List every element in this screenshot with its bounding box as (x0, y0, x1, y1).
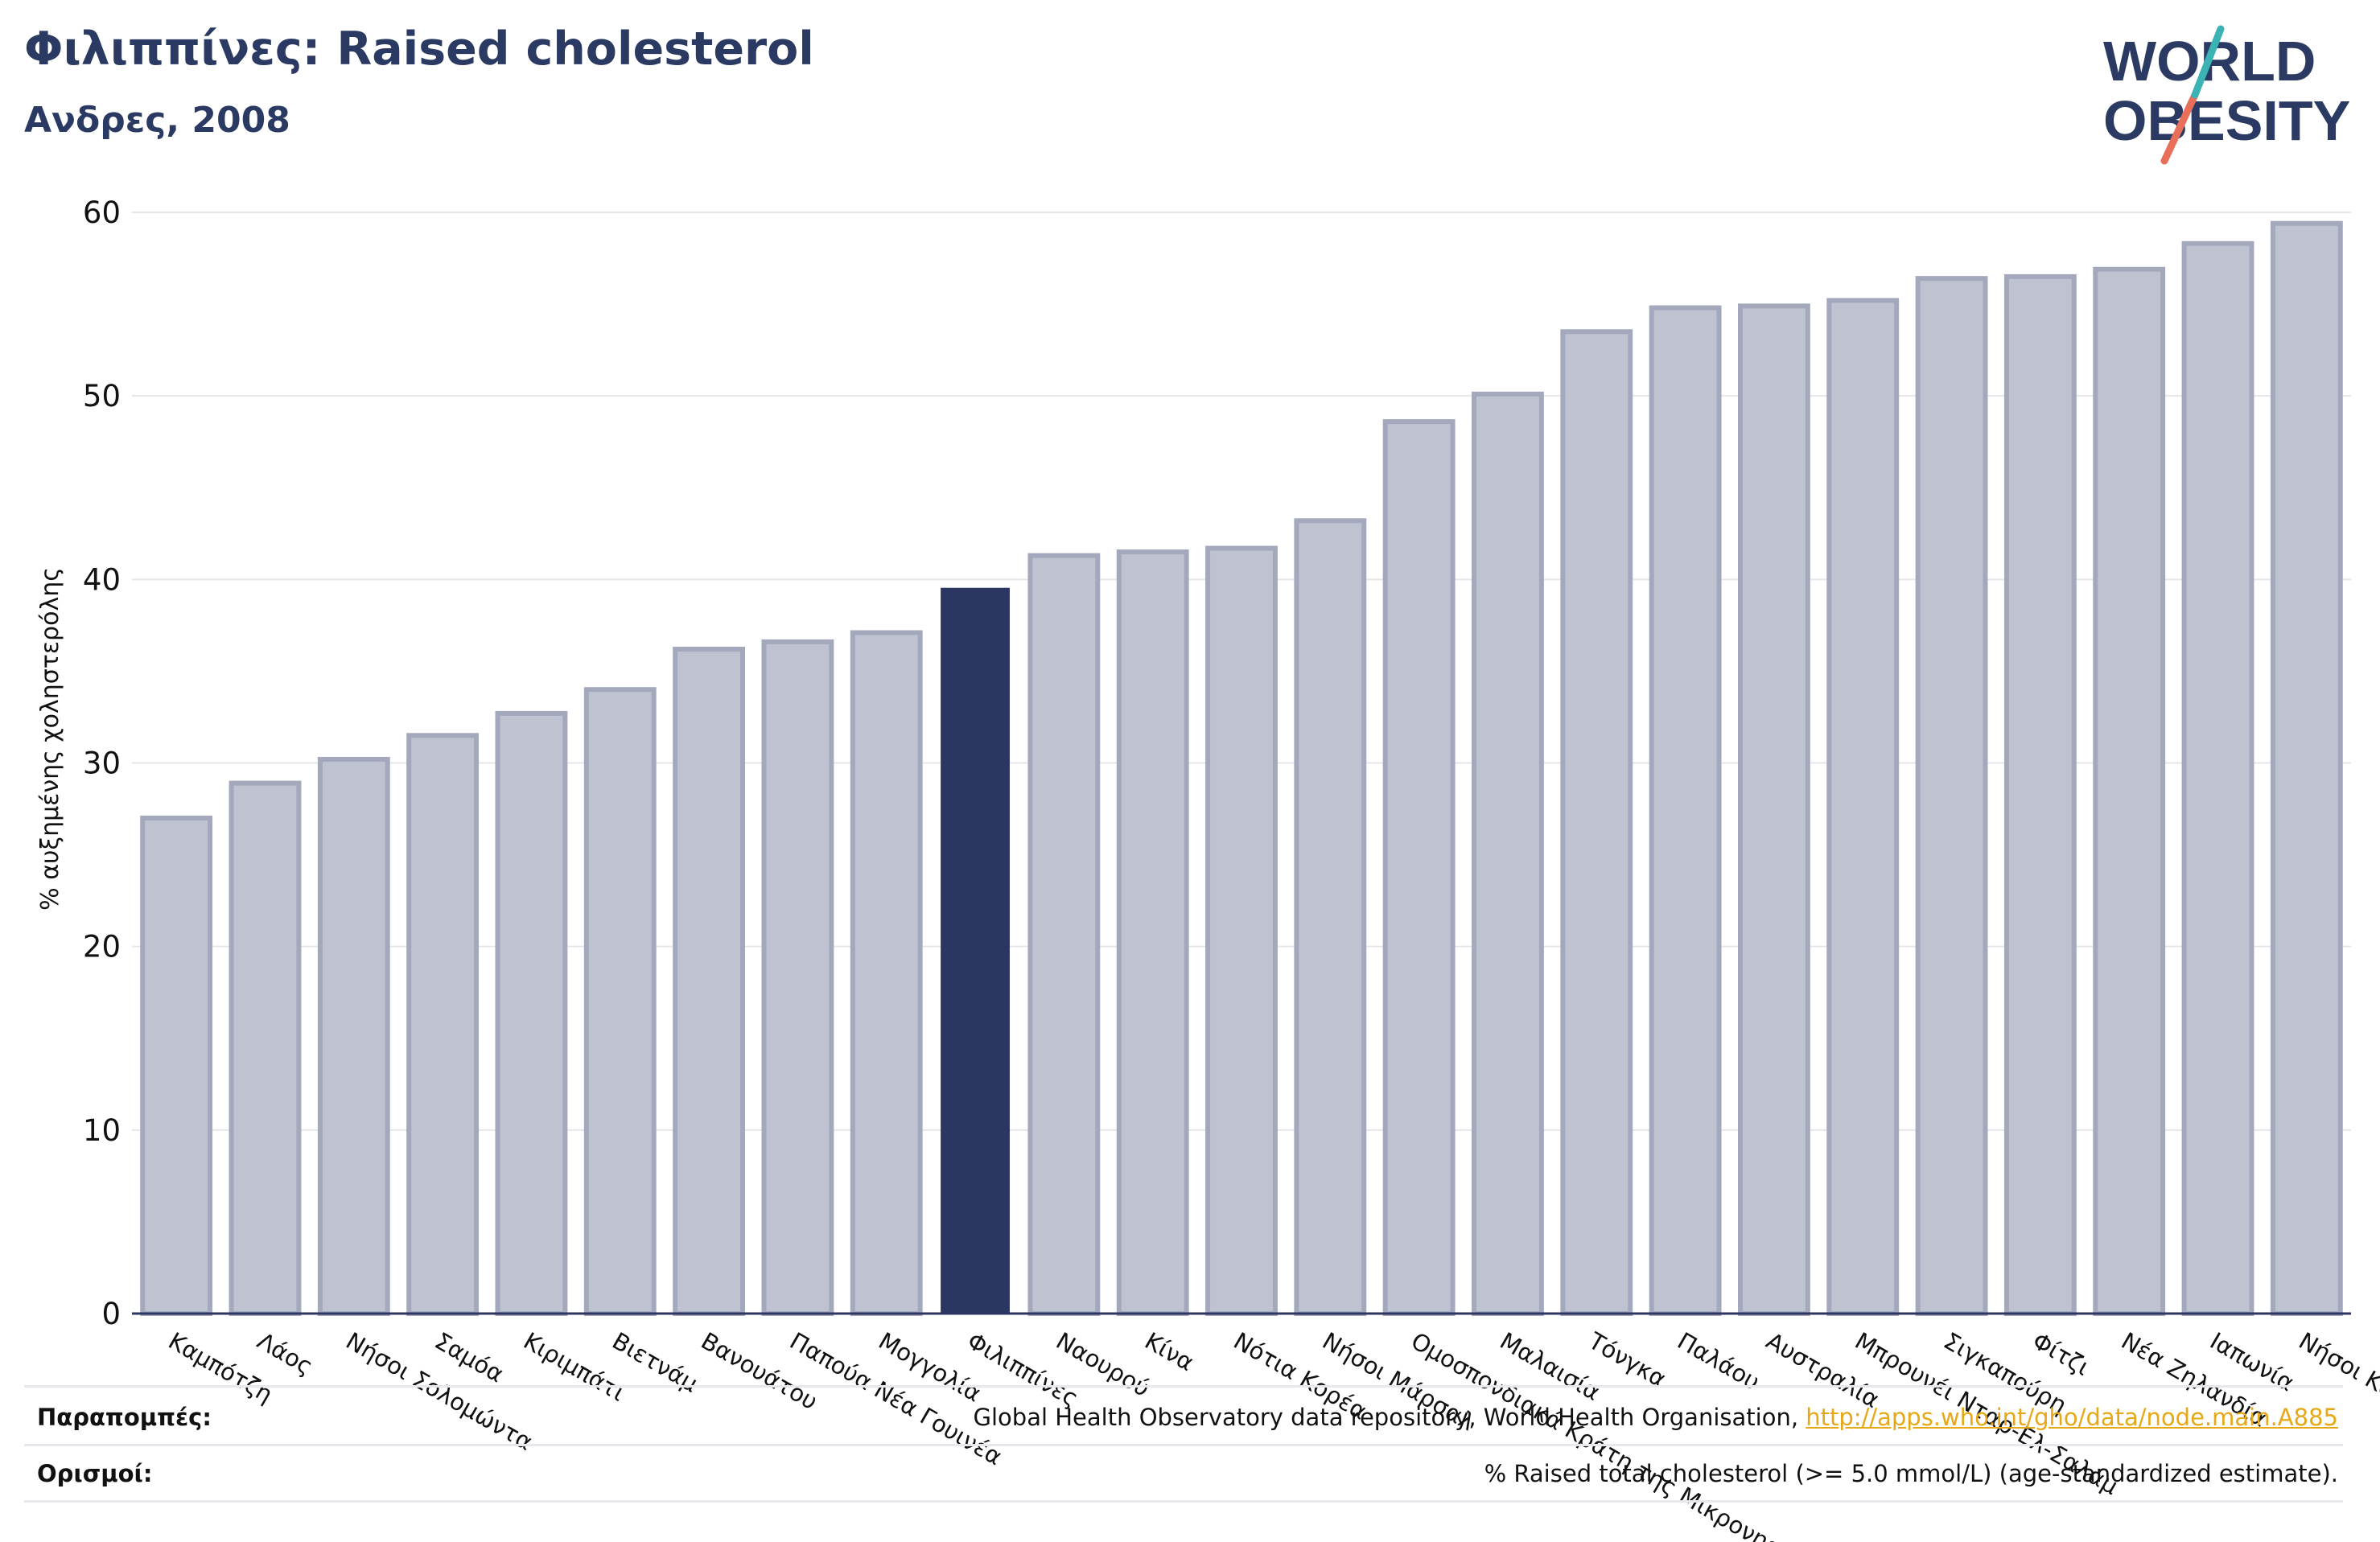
y-tick-label: 10 (83, 1113, 121, 1148)
bar (1649, 305, 1722, 1317)
bar (1116, 549, 1189, 1316)
bar (1915, 276, 1988, 1316)
bar (1382, 419, 1456, 1316)
bar (2181, 241, 2254, 1316)
bar (1737, 303, 1810, 1316)
bar (229, 780, 302, 1316)
bar (1205, 545, 1278, 1316)
bars (140, 220, 2343, 1317)
sources-label: Παραπομπές: (37, 1404, 212, 1431)
x-tick-label: Λάος (253, 1327, 318, 1380)
bar (761, 639, 834, 1316)
sources-row: Παραπομπές: Global Health Observatory da… (24, 1385, 2343, 1446)
y-axis-ticks: 0 10 20 30 40 50 60 (83, 195, 121, 1331)
world-obesity-logo: WORLD OBESITY (2103, 25, 2350, 165)
y-tick-label: 40 (83, 562, 121, 597)
svg-text:OBESITY: OBESITY (2103, 89, 2350, 152)
definitions-text: % Raised total cholesterol (>= 5.0 mmol/… (1484, 1460, 2338, 1487)
bar (1560, 329, 1633, 1316)
x-tick-label: Κίνα (1140, 1327, 1199, 1377)
x-tick-label: Φίτζι (2028, 1327, 2094, 1381)
bar (2270, 220, 2343, 1317)
y-tick-label: 0 (101, 1297, 121, 1331)
y-axis-label: % αυξημένης χοληστερόλης (36, 567, 64, 911)
bar (850, 630, 923, 1316)
bar (583, 687, 657, 1316)
bar (673, 647, 746, 1316)
sources-text: Global Health Observatory data repositor… (973, 1404, 1799, 1431)
bar (2003, 273, 2077, 1317)
chart-subtitle: Ανδρες, 2008 (24, 100, 290, 141)
bar (1826, 298, 1900, 1316)
y-tick-label: 30 (83, 746, 121, 781)
sources-link[interactable]: http://apps.who.int/gho/data/node.main.A… (1806, 1404, 2338, 1431)
definitions-label: Ορισμοί: (37, 1460, 153, 1487)
y-tick-label: 20 (83, 930, 121, 964)
definitions-row: Ορισμοί: % Raised total cholesterol (>= … (24, 1444, 2343, 1503)
bar (1472, 391, 1544, 1316)
bar-highlight (941, 587, 1010, 1314)
bar (406, 733, 480, 1316)
sources-value: Global Health Observatory data repositor… (974, 1404, 2338, 1431)
y-tick-label: 50 (83, 379, 121, 413)
chart-title: Φιλιππίνες: Raised cholesterol (24, 23, 814, 76)
bar (495, 710, 568, 1316)
bar (140, 815, 213, 1316)
bar (317, 756, 390, 1316)
bar (1027, 553, 1101, 1316)
bar (2093, 266, 2166, 1316)
y-tick-label: 60 (83, 195, 121, 230)
bar (1294, 518, 1367, 1316)
